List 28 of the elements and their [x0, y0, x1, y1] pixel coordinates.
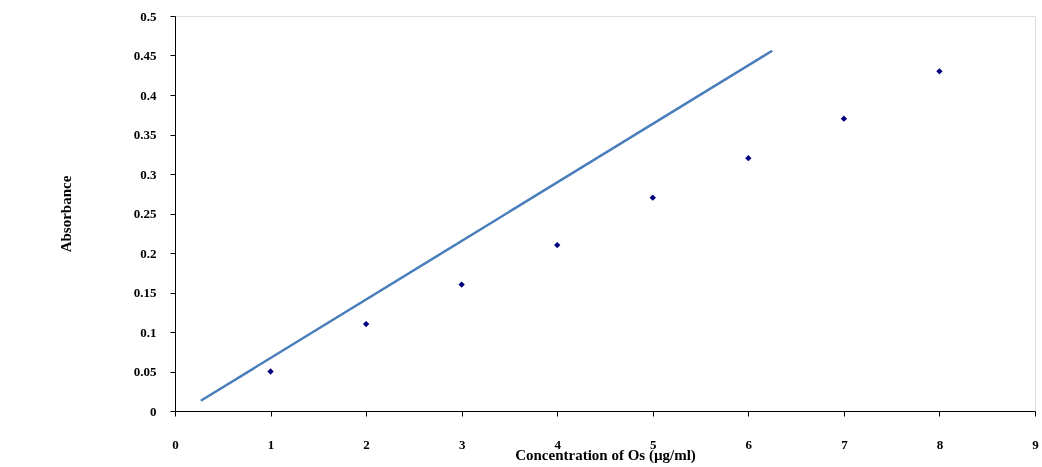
- y-tick-label: 0.25: [133, 206, 157, 221]
- y-tick-label: 0.5: [140, 8, 157, 24]
- y-tick-label: 0.35: [133, 127, 157, 142]
- x-tick-label: 2: [363, 436, 370, 452]
- point: [840, 115, 848, 122]
- y-tick-label: 0.3: [140, 166, 157, 182]
- point: [745, 155, 752, 162]
- x-tick-label: 3: [458, 436, 466, 452]
- y-tick-label: 0.45: [133, 48, 157, 63]
- point: [458, 281, 465, 288]
- x-tick-label: 9: [1032, 436, 1040, 452]
- point: [554, 241, 561, 249]
- y-axis-title: Absorbance: [57, 175, 74, 253]
- x-tick-label: 8: [936, 436, 944, 452]
- y-tick-label: 0.1: [140, 324, 157, 340]
- point: [936, 68, 943, 75]
- y-tick-label: 0.05: [133, 364, 157, 379]
- x-tick-label: 7: [841, 436, 849, 452]
- point: [362, 320, 370, 328]
- y-tick-label: 0.15: [133, 285, 157, 300]
- y-tick-label: 0: [150, 403, 157, 419]
- y-tick-label: 0.2: [140, 245, 157, 261]
- y-tick-label: 0.4: [140, 87, 157, 103]
- x-tick-label: 6: [745, 436, 753, 452]
- x-tick-label: 0: [172, 436, 179, 452]
- point: [267, 368, 274, 375]
- point: [649, 194, 656, 201]
- x-tick-label: 1: [267, 436, 275, 452]
